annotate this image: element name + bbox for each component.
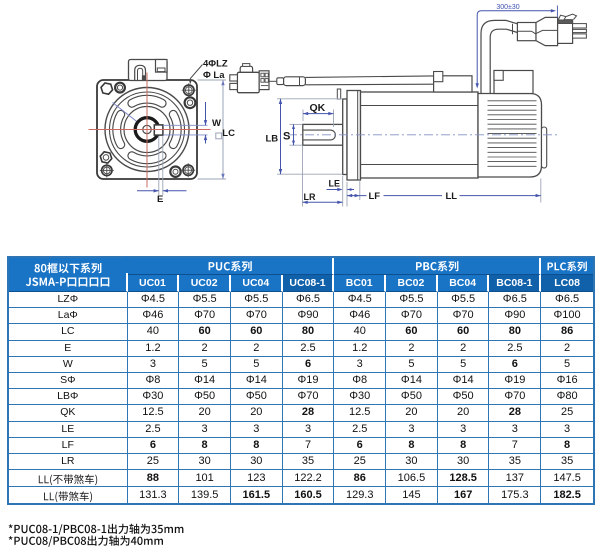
svg-text:W: W (212, 118, 221, 129)
svg-text:E: E (157, 194, 163, 205)
svg-text:LL: LL (446, 191, 458, 202)
svg-text:Φ La: Φ La (203, 70, 225, 81)
svg-text:LR: LR (304, 192, 316, 202)
svg-text:S: S (283, 131, 290, 143)
svg-text:QK: QK (310, 102, 326, 114)
svg-text:LF: LF (369, 191, 381, 202)
svg-text:LC: LC (222, 128, 235, 139)
svg-text:LE: LE (329, 178, 341, 188)
svg-text:4ΦLZ: 4ΦLZ (203, 59, 228, 70)
svg-text:300±30: 300±30 (496, 4, 519, 11)
svg-text:LB: LB (266, 134, 279, 145)
